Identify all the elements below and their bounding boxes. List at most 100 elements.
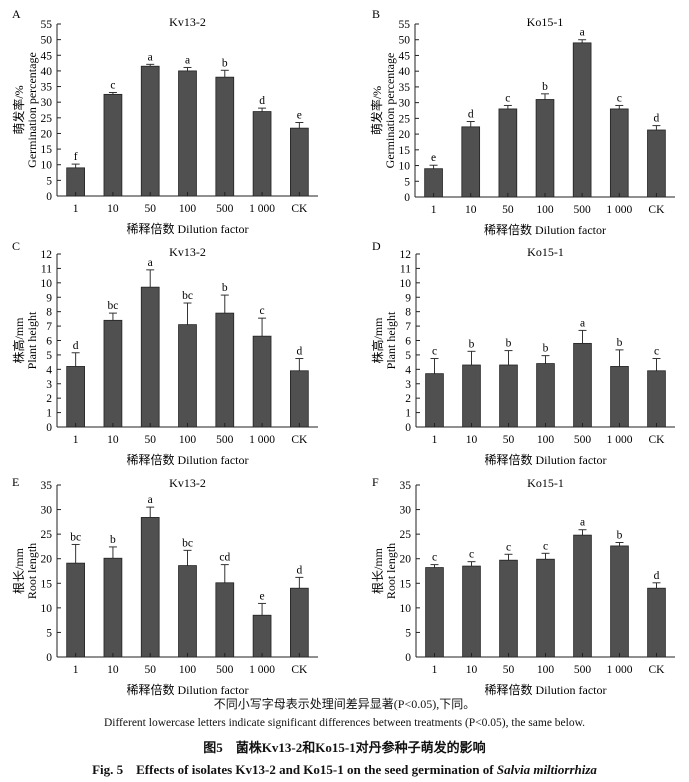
- x-tick-label: 500: [574, 434, 592, 446]
- x-tick-label: 10: [466, 434, 478, 446]
- x-tick-label: 10: [465, 204, 477, 216]
- y-tick-label: 55: [399, 19, 411, 31]
- x-tick-label: 50: [503, 434, 515, 446]
- bar: [572, 42, 592, 198]
- x-tick-label: 500: [216, 203, 234, 215]
- bar: [252, 335, 272, 428]
- y-tick-label: 4: [405, 364, 411, 376]
- significance-letter: c: [432, 552, 437, 564]
- x-tick-label: 1: [73, 434, 79, 446]
- y-tick-label: 8: [405, 307, 411, 319]
- y-axis-label-en: Germination percentage: [383, 53, 397, 169]
- x-tick-label: CK: [291, 664, 308, 676]
- y-tick-label: 15: [41, 144, 53, 156]
- significance-letter: f: [74, 151, 78, 163]
- y-tick-label: 35: [41, 82, 53, 94]
- x-tick-label: 100: [537, 434, 555, 446]
- bar: [178, 324, 197, 428]
- bar: [573, 534, 592, 658]
- x-axis-label: 稀释倍数 Dilution factor: [127, 221, 249, 236]
- x-tick-label: CK: [291, 434, 308, 446]
- panel-label: F: [372, 475, 379, 489]
- significance-letter: c: [505, 92, 510, 104]
- bar: [610, 545, 629, 658]
- y-tick-label: 30: [400, 505, 412, 517]
- significance-letter: a: [580, 27, 585, 39]
- y-axis-label: 根长/mmRoot length: [12, 543, 39, 599]
- panel-label: E: [12, 475, 19, 489]
- y-tick-label: 30: [41, 505, 53, 517]
- y-axis-label-cn: 根长/mm: [371, 547, 385, 594]
- y-axis-label-en: Root length: [384, 543, 398, 599]
- x-tick-label: 1 000: [249, 664, 275, 676]
- significance-letter: d: [654, 113, 660, 125]
- significance-letter: a: [185, 54, 190, 66]
- y-axis-label-en: Root length: [25, 543, 39, 599]
- y-tick-label: 1: [46, 408, 52, 420]
- x-tick-label: 1: [431, 204, 437, 216]
- bar: [647, 370, 666, 428]
- x-tick-label: CK: [291, 203, 308, 215]
- y-tick-label: 55: [41, 19, 53, 31]
- panel-b: B Ko15-1 0 5 10 15 20 25 30 35 40 45 50 55 1 e 10 d 50 c 100…: [369, 7, 675, 237]
- x-tick-label: CK: [649, 434, 666, 446]
- panel-title: Ko15-1: [527, 15, 564, 29]
- significance-letter: e: [297, 110, 302, 122]
- y-tick-label: 5: [46, 175, 52, 187]
- significance-letter: c: [506, 541, 511, 553]
- x-tick-label: 1 000: [607, 434, 633, 446]
- bar: [215, 312, 235, 428]
- y-tick-label: 6: [46, 336, 52, 348]
- bar: [140, 286, 160, 428]
- significance-letter: a: [580, 317, 585, 329]
- y-axis-label-cn: 株高/mm: [11, 317, 26, 364]
- y-tick-label: 10: [399, 161, 411, 173]
- bar: [178, 565, 197, 658]
- bar: [462, 364, 481, 428]
- bar: [103, 557, 123, 658]
- x-tick-label: 500: [574, 204, 592, 216]
- significance-letter: c: [260, 305, 265, 317]
- panel-e: E Kv13-2 0 5 10 15 20 25 30 35 1 bc 10 b 50 a 100 bc 500 cd…: [12, 475, 318, 697]
- panel-label: D: [372, 239, 381, 253]
- y-tick-label: 12: [41, 249, 53, 261]
- y-tick-label: 5: [405, 350, 411, 362]
- y-tick-label: 0: [405, 652, 411, 664]
- x-tick-label: 500: [216, 434, 234, 446]
- bar: [140, 517, 160, 658]
- y-tick-label: 35: [41, 480, 53, 492]
- bar: [573, 342, 592, 428]
- y-tick-label: 9: [405, 292, 411, 304]
- bar: [66, 167, 85, 197]
- y-axis-label-cn: 根长/mm: [12, 547, 26, 594]
- y-tick-label: 3: [405, 379, 411, 391]
- panel-title: Kv13-2: [169, 15, 206, 29]
- significance-letter: d: [468, 109, 474, 121]
- bar: [462, 565, 481, 658]
- y-tick-label: 0: [46, 191, 52, 203]
- significance-letter: b: [617, 529, 623, 541]
- y-tick-label: 5: [404, 176, 410, 188]
- y-tick-label: 0: [405, 422, 411, 434]
- y-tick-label: 25: [400, 529, 412, 541]
- y-axis-label-en: Plant height: [384, 311, 398, 369]
- x-axis-label: 稀释倍数 Dilution factor: [127, 682, 249, 697]
- x-tick-label: 1: [73, 203, 79, 215]
- bar: [140, 65, 160, 197]
- panel-d: D Ko15-101234567891011121c10b50b100b500a1…: [370, 239, 675, 467]
- significance-letter: a: [148, 257, 153, 269]
- significance-letter: b: [506, 338, 512, 350]
- x-tick-label: 100: [179, 203, 197, 215]
- x-axis-label: 稀释倍数 Dilution factor: [485, 452, 607, 467]
- y-tick-label: 2: [405, 393, 411, 405]
- x-tick-label: 100: [536, 204, 554, 216]
- y-axis-label: 株高/mmPlant height: [11, 311, 39, 369]
- panel-c: C Kv13-201234567891011121d10bc50a100bc500…: [11, 239, 318, 467]
- bar: [536, 558, 555, 658]
- y-tick-label: 30: [399, 98, 411, 110]
- bar: [609, 108, 629, 198]
- bar: [647, 587, 666, 658]
- x-tick-label: CK: [649, 664, 666, 676]
